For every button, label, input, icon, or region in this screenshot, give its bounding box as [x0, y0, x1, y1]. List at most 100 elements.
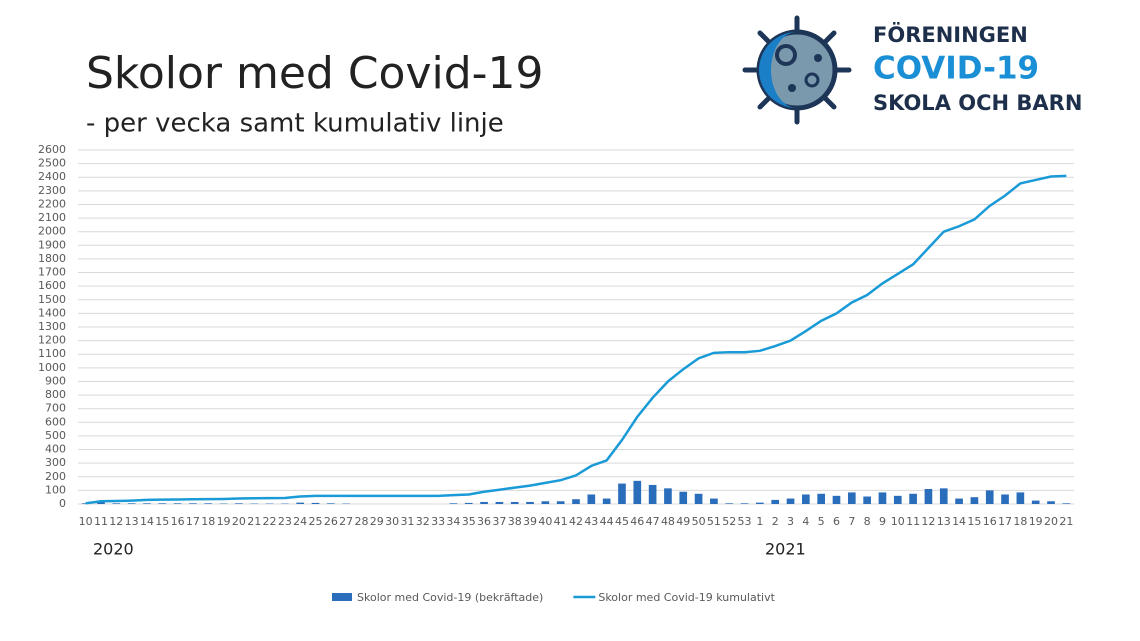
- x-tick-label: 32: [416, 515, 430, 528]
- x-tick-label: 41: [554, 515, 568, 528]
- x-tick-label: 48: [661, 515, 675, 528]
- x-tick-label: 38: [508, 515, 522, 528]
- y-tick-label: 0: [59, 497, 66, 510]
- bar: [863, 496, 871, 504]
- x-tick-label: 24: [293, 515, 307, 528]
- bar: [449, 503, 458, 504]
- bar: [204, 503, 213, 504]
- y-tick-label: 100: [45, 483, 66, 496]
- bar: [710, 498, 718, 504]
- x-tick-label: 51: [707, 515, 721, 528]
- bar: [327, 503, 335, 504]
- y-tick-label: 1500: [38, 293, 66, 306]
- x-tick-label: 46: [630, 515, 644, 528]
- x-tick-label: 10: [891, 515, 905, 528]
- y-tick-label: 2100: [38, 211, 66, 224]
- x-tick-label: 21: [247, 515, 261, 528]
- bar: [1031, 500, 1040, 504]
- x-tick-label: 27: [339, 515, 353, 528]
- bar: [618, 483, 626, 504]
- bar: [510, 501, 519, 504]
- bar: [602, 498, 611, 504]
- bar: [189, 503, 197, 504]
- bar: [556, 501, 565, 504]
- y-tick-label: 400: [45, 443, 66, 456]
- logo-line3: SKOLA OCH BARN: [873, 91, 1082, 115]
- bar: [173, 503, 182, 504]
- legend-label: Skolor med Covid-19 (bekräftade): [357, 591, 543, 604]
- y-tick-label: 1300: [38, 320, 66, 333]
- x-tick-label: 25: [309, 515, 323, 528]
- logo-line2: COVID-19: [873, 51, 1039, 87]
- bar: [311, 502, 320, 504]
- y-tick-label: 2300: [38, 184, 66, 197]
- x-tick-label: 36: [477, 515, 491, 528]
- x-tick-label: 2: [772, 515, 779, 528]
- x-tick-label: 23: [278, 515, 292, 528]
- x-tick-label: 17: [186, 515, 200, 528]
- x-tick-label: 6: [833, 515, 840, 528]
- bar: [143, 503, 151, 504]
- x-tick-label: 26: [324, 515, 338, 528]
- bar: [771, 499, 780, 504]
- y-tick-label: 2500: [38, 157, 66, 170]
- x-tick-label: 47: [646, 515, 660, 528]
- y-tick-label: 2200: [38, 197, 66, 210]
- x-tick-label: 37: [492, 515, 506, 528]
- bar: [648, 484, 657, 504]
- x-tick-label: 17: [998, 515, 1012, 528]
- bar: [664, 488, 672, 504]
- x-tick-label: 21: [1059, 515, 1073, 528]
- y-tick-label: 700: [45, 402, 66, 415]
- bar: [480, 501, 488, 504]
- bar: [112, 503, 121, 504]
- y-tick-label: 1600: [38, 279, 66, 292]
- bar: [541, 501, 550, 504]
- bar: [817, 493, 825, 504]
- bar: [909, 493, 917, 504]
- x-tick-label: 34: [446, 515, 460, 528]
- x-tick-label: 19: [217, 515, 231, 528]
- bar: [587, 494, 596, 504]
- bar: [802, 494, 810, 504]
- bar: [924, 489, 933, 504]
- x-tick-label: 29: [370, 515, 384, 528]
- x-tick-label: 3: [787, 515, 794, 528]
- x-tick-label: 9: [879, 515, 886, 528]
- x-tick-label: 16: [171, 515, 185, 528]
- x-tick-label: 18: [201, 515, 215, 528]
- x-tick-label: 49: [676, 515, 690, 528]
- y-tick-label: 2400: [38, 170, 66, 183]
- logo-icon: [742, 15, 852, 125]
- bar: [1047, 501, 1055, 504]
- y-tick-label: 1100: [38, 347, 66, 360]
- x-tick-label: 33: [431, 515, 445, 528]
- x-tick-label: 10: [79, 515, 93, 528]
- x-tick-label: 14: [140, 515, 154, 528]
- x-tick-label: 50: [692, 515, 706, 528]
- y-tick-label: 2600: [38, 143, 66, 156]
- x-tick-label: 14: [952, 515, 966, 528]
- x-tick-label: 11: [906, 515, 920, 528]
- y-tick-label: 500: [45, 429, 66, 442]
- bar: [235, 503, 243, 504]
- x-tick-label: 28: [354, 515, 368, 528]
- x-tick-label: 12: [921, 515, 935, 528]
- x-tick-label: 4: [802, 515, 809, 528]
- x-tick-label: 7: [848, 515, 855, 528]
- line: [85, 174, 1067, 505]
- x-tick-label: 15: [155, 515, 169, 528]
- x-tick-label: 8: [864, 515, 871, 528]
- bar: [158, 503, 167, 504]
- bar: [878, 492, 887, 504]
- bar: [1016, 492, 1025, 504]
- x-tick-label: 20: [1044, 515, 1058, 528]
- x-tick-label: 13: [937, 515, 951, 528]
- y-tick-label: 2000: [38, 225, 66, 238]
- bar: [740, 503, 749, 504]
- x-tick-label: 45: [615, 515, 629, 528]
- y-tick-label: 200: [45, 470, 66, 483]
- bar: [786, 498, 795, 504]
- bar: [847, 492, 856, 504]
- x-tick-label: 12: [109, 515, 123, 528]
